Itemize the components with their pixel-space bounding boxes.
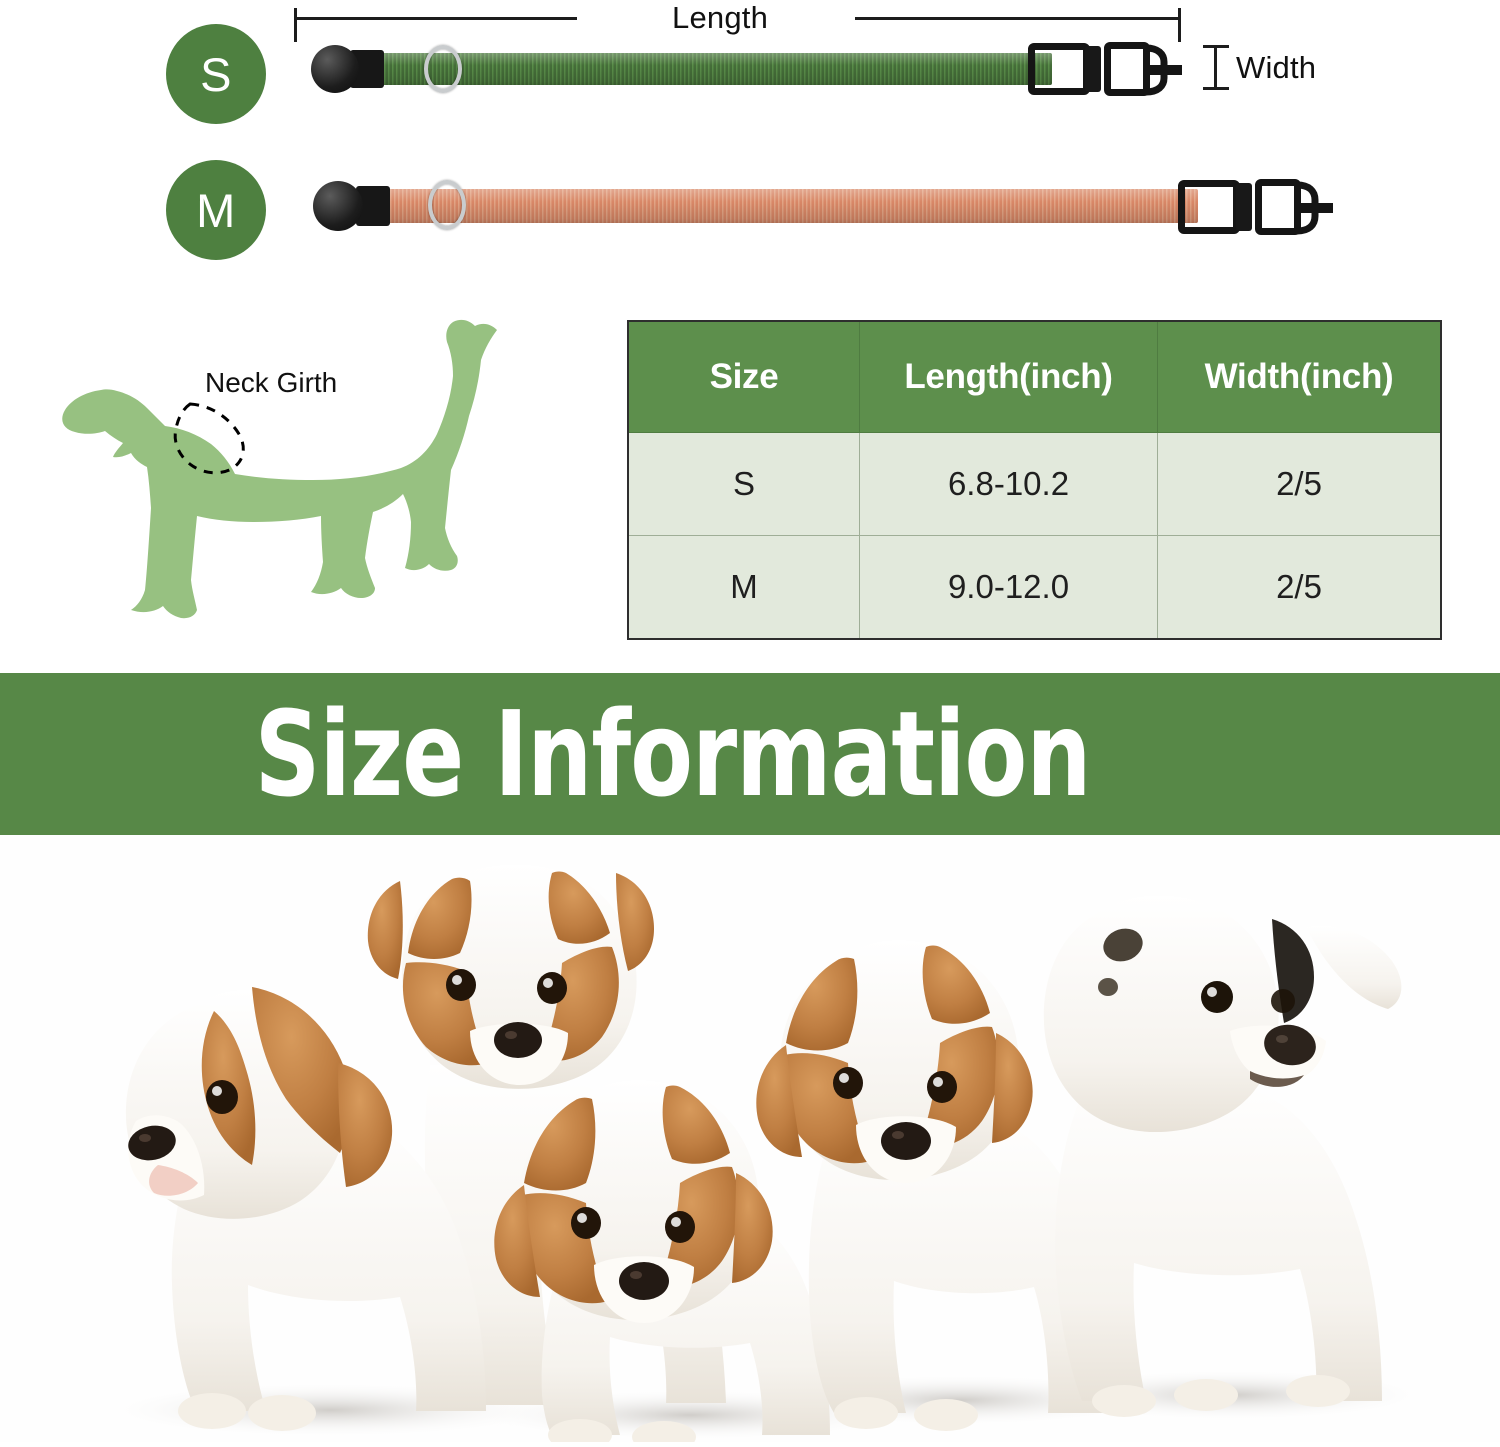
puppy-front-center <box>494 1079 830 1447</box>
collar-green-webbing <box>352 53 1052 85</box>
length-dimension-right-line <box>855 17 1181 20</box>
size-information-banner <box>0 673 1500 835</box>
size-badge-s: S <box>166 24 266 124</box>
length-dimension-left-line <box>294 17 577 20</box>
table-row: S 6.8-10.2 2/5 <box>627 432 1442 536</box>
puppy-right-center <box>756 939 1114 1431</box>
length-dimension-left-tick <box>294 8 297 42</box>
size-table: Size Length(inch) Width(inch) S 6.8-10.2… <box>627 320 1442 640</box>
width-dimension-bottom-tick <box>1203 87 1229 90</box>
size-badge-s-label: S <box>200 47 232 101</box>
collar-green-tag-disc <box>311 45 359 93</box>
length-dimension-right-tick <box>1178 8 1181 42</box>
collar-orange-webbing <box>358 189 1198 223</box>
table-cell-width: 2/5 <box>1157 535 1442 640</box>
collar-green-slider-adjuster <box>1028 43 1090 95</box>
puppy-front-left <box>125 987 486 1431</box>
puppies-photo <box>0 835 1500 1447</box>
width-dimension-label: Width <box>1236 50 1317 85</box>
length-dimension-label: Length <box>672 0 769 35</box>
table-cell-length: 9.0-12.0 <box>859 535 1158 640</box>
dog-silhouette-diagram <box>45 312 515 632</box>
banner-title: Size Information <box>254 685 1092 823</box>
size-badge-m: M <box>166 160 266 260</box>
table-row: M 9.0-12.0 2/5 <box>627 535 1442 640</box>
table-header-width: Width(inch) <box>1157 320 1442 433</box>
collar-orange-buckle-prongs <box>1295 181 1333 235</box>
collar-green-strap-keeper <box>1085 46 1101 92</box>
neck-girth-label: Neck Girth <box>205 367 338 398</box>
dog-silhouette-icon <box>62 319 498 619</box>
puppies-illustration <box>0 835 1500 1447</box>
neck-girth-dashed-ellipse <box>173 402 245 475</box>
table-cell-size: M <box>627 535 860 640</box>
collar-orange-d-ring <box>428 180 466 230</box>
size-badge-m-label: M <box>196 183 236 237</box>
width-dimension-vertical-line <box>1214 45 1217 90</box>
collar-green-d-ring <box>424 45 462 93</box>
table-cell-width: 2/5 <box>1157 432 1442 536</box>
size-diagram-section: S M Length Width <box>0 0 1500 673</box>
table-cell-length: 6.8-10.2 <box>859 432 1158 536</box>
puppy-far-right-white <box>1043 895 1402 1417</box>
table-header-length: Length(inch) <box>859 320 1158 433</box>
collar-orange-tag-disc <box>313 181 363 231</box>
table-header-size: Size <box>627 320 860 433</box>
collar-green-buckle-prongs <box>1144 44 1182 96</box>
table-header-row: Size Length(inch) Width(inch) <box>627 320 1442 433</box>
collar-orange-strap-keeper <box>1236 183 1252 231</box>
table-cell-size: S <box>627 432 860 536</box>
collar-orange-slider-adjuster <box>1178 180 1240 234</box>
